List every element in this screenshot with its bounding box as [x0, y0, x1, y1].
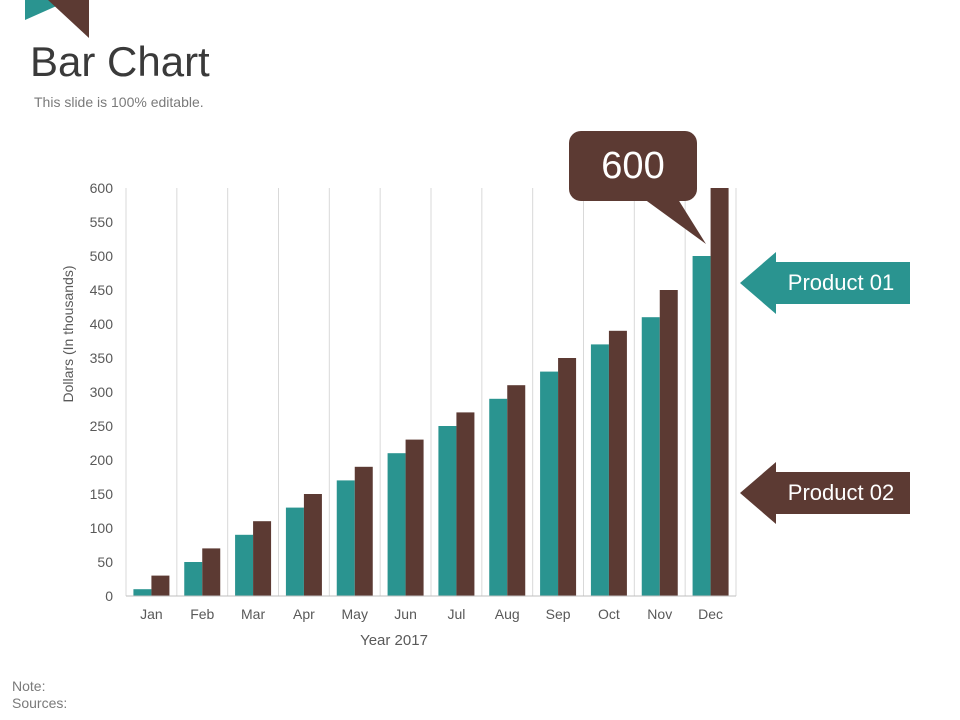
bar-product02	[405, 439, 424, 596]
bar-product01	[641, 317, 660, 596]
y-tick-label: 200	[90, 452, 114, 468]
bar-product02	[456, 412, 475, 596]
legend-label-product-01: Product 01	[787, 270, 895, 295]
y-tick-label: 150	[90, 486, 114, 502]
x-tick-label: Sep	[546, 606, 571, 622]
bar-product02	[303, 494, 322, 596]
bar-product02	[507, 385, 526, 596]
x-tick-label: Mar	[241, 606, 265, 622]
x-tick-label: May	[342, 606, 368, 622]
bar-product02	[710, 188, 729, 596]
bar-product02	[151, 575, 170, 596]
bar-product01	[590, 344, 609, 596]
legend-product-02: Product 02	[740, 462, 910, 524]
bar-product01	[336, 480, 355, 596]
x-tick-label: Feb	[190, 606, 214, 622]
y-tick-label: 550	[90, 214, 114, 230]
page-subtitle: This slide is 100% editable.	[34, 94, 204, 110]
bar-product01	[133, 589, 152, 596]
bar-product01	[387, 453, 406, 596]
x-tick-label: Jul	[447, 606, 465, 622]
grid-lines	[125, 188, 737, 596]
legend-arrow-shape	[740, 252, 910, 314]
y-tick-label: 450	[90, 282, 114, 298]
bar-product02	[253, 521, 272, 596]
bar-product02	[202, 548, 221, 596]
bar-product01	[692, 256, 711, 596]
y-tick-label: 400	[90, 316, 114, 332]
y-tick-label: 0	[105, 588, 113, 604]
bar-product02	[558, 358, 577, 596]
value-callout: 600	[569, 131, 697, 201]
legend-arrow-shape	[740, 462, 910, 524]
bar-product01	[235, 534, 254, 596]
bar-product01	[540, 371, 559, 596]
x-tick-label: Aug	[495, 606, 520, 622]
bar-product02	[608, 330, 627, 596]
y-tick-label: 250	[90, 418, 114, 434]
sources-label: Sources:	[12, 695, 68, 711]
legend-product-01: Product 01	[740, 252, 910, 314]
x-tick-label: Nov	[647, 606, 672, 622]
bars	[133, 188, 729, 596]
bar-product02	[659, 290, 678, 596]
x-tick-label: Oct	[598, 606, 620, 622]
y-tick-label: 350	[90, 350, 114, 366]
x-tick-label: Jun	[394, 606, 417, 622]
corner-decoration	[25, 0, 89, 38]
note-label: Note:	[12, 678, 46, 694]
legend-label-product-02: Product 02	[787, 480, 895, 505]
axes: 0 50 100 150 200 250 300 350 400 450 500 550 600 Jan F…	[90, 180, 736, 622]
bar-product01	[438, 426, 457, 596]
footnote: Note: Sources:	[12, 678, 67, 712]
callout-value: 600	[601, 145, 665, 187]
x-tick-label: Apr	[293, 606, 315, 622]
y-tick-label: 600	[90, 180, 114, 196]
x-axis-title: Year 2017	[360, 632, 428, 649]
x-tick-label: Jan	[140, 606, 163, 622]
y-tick-label: 100	[90, 520, 114, 536]
page-title: Bar Chart	[30, 38, 210, 85]
y-tick-label: 300	[90, 384, 114, 400]
x-tick-label: Dec	[698, 606, 723, 622]
y-tick-label: 50	[97, 554, 113, 570]
y-axis-title: Dollars (In thousands)	[60, 266, 76, 403]
bar-product02	[354, 466, 373, 596]
bar-product01	[184, 562, 203, 596]
bar-product01	[285, 507, 304, 596]
y-tick-label: 500	[90, 248, 114, 264]
bar-product01	[489, 398, 508, 596]
